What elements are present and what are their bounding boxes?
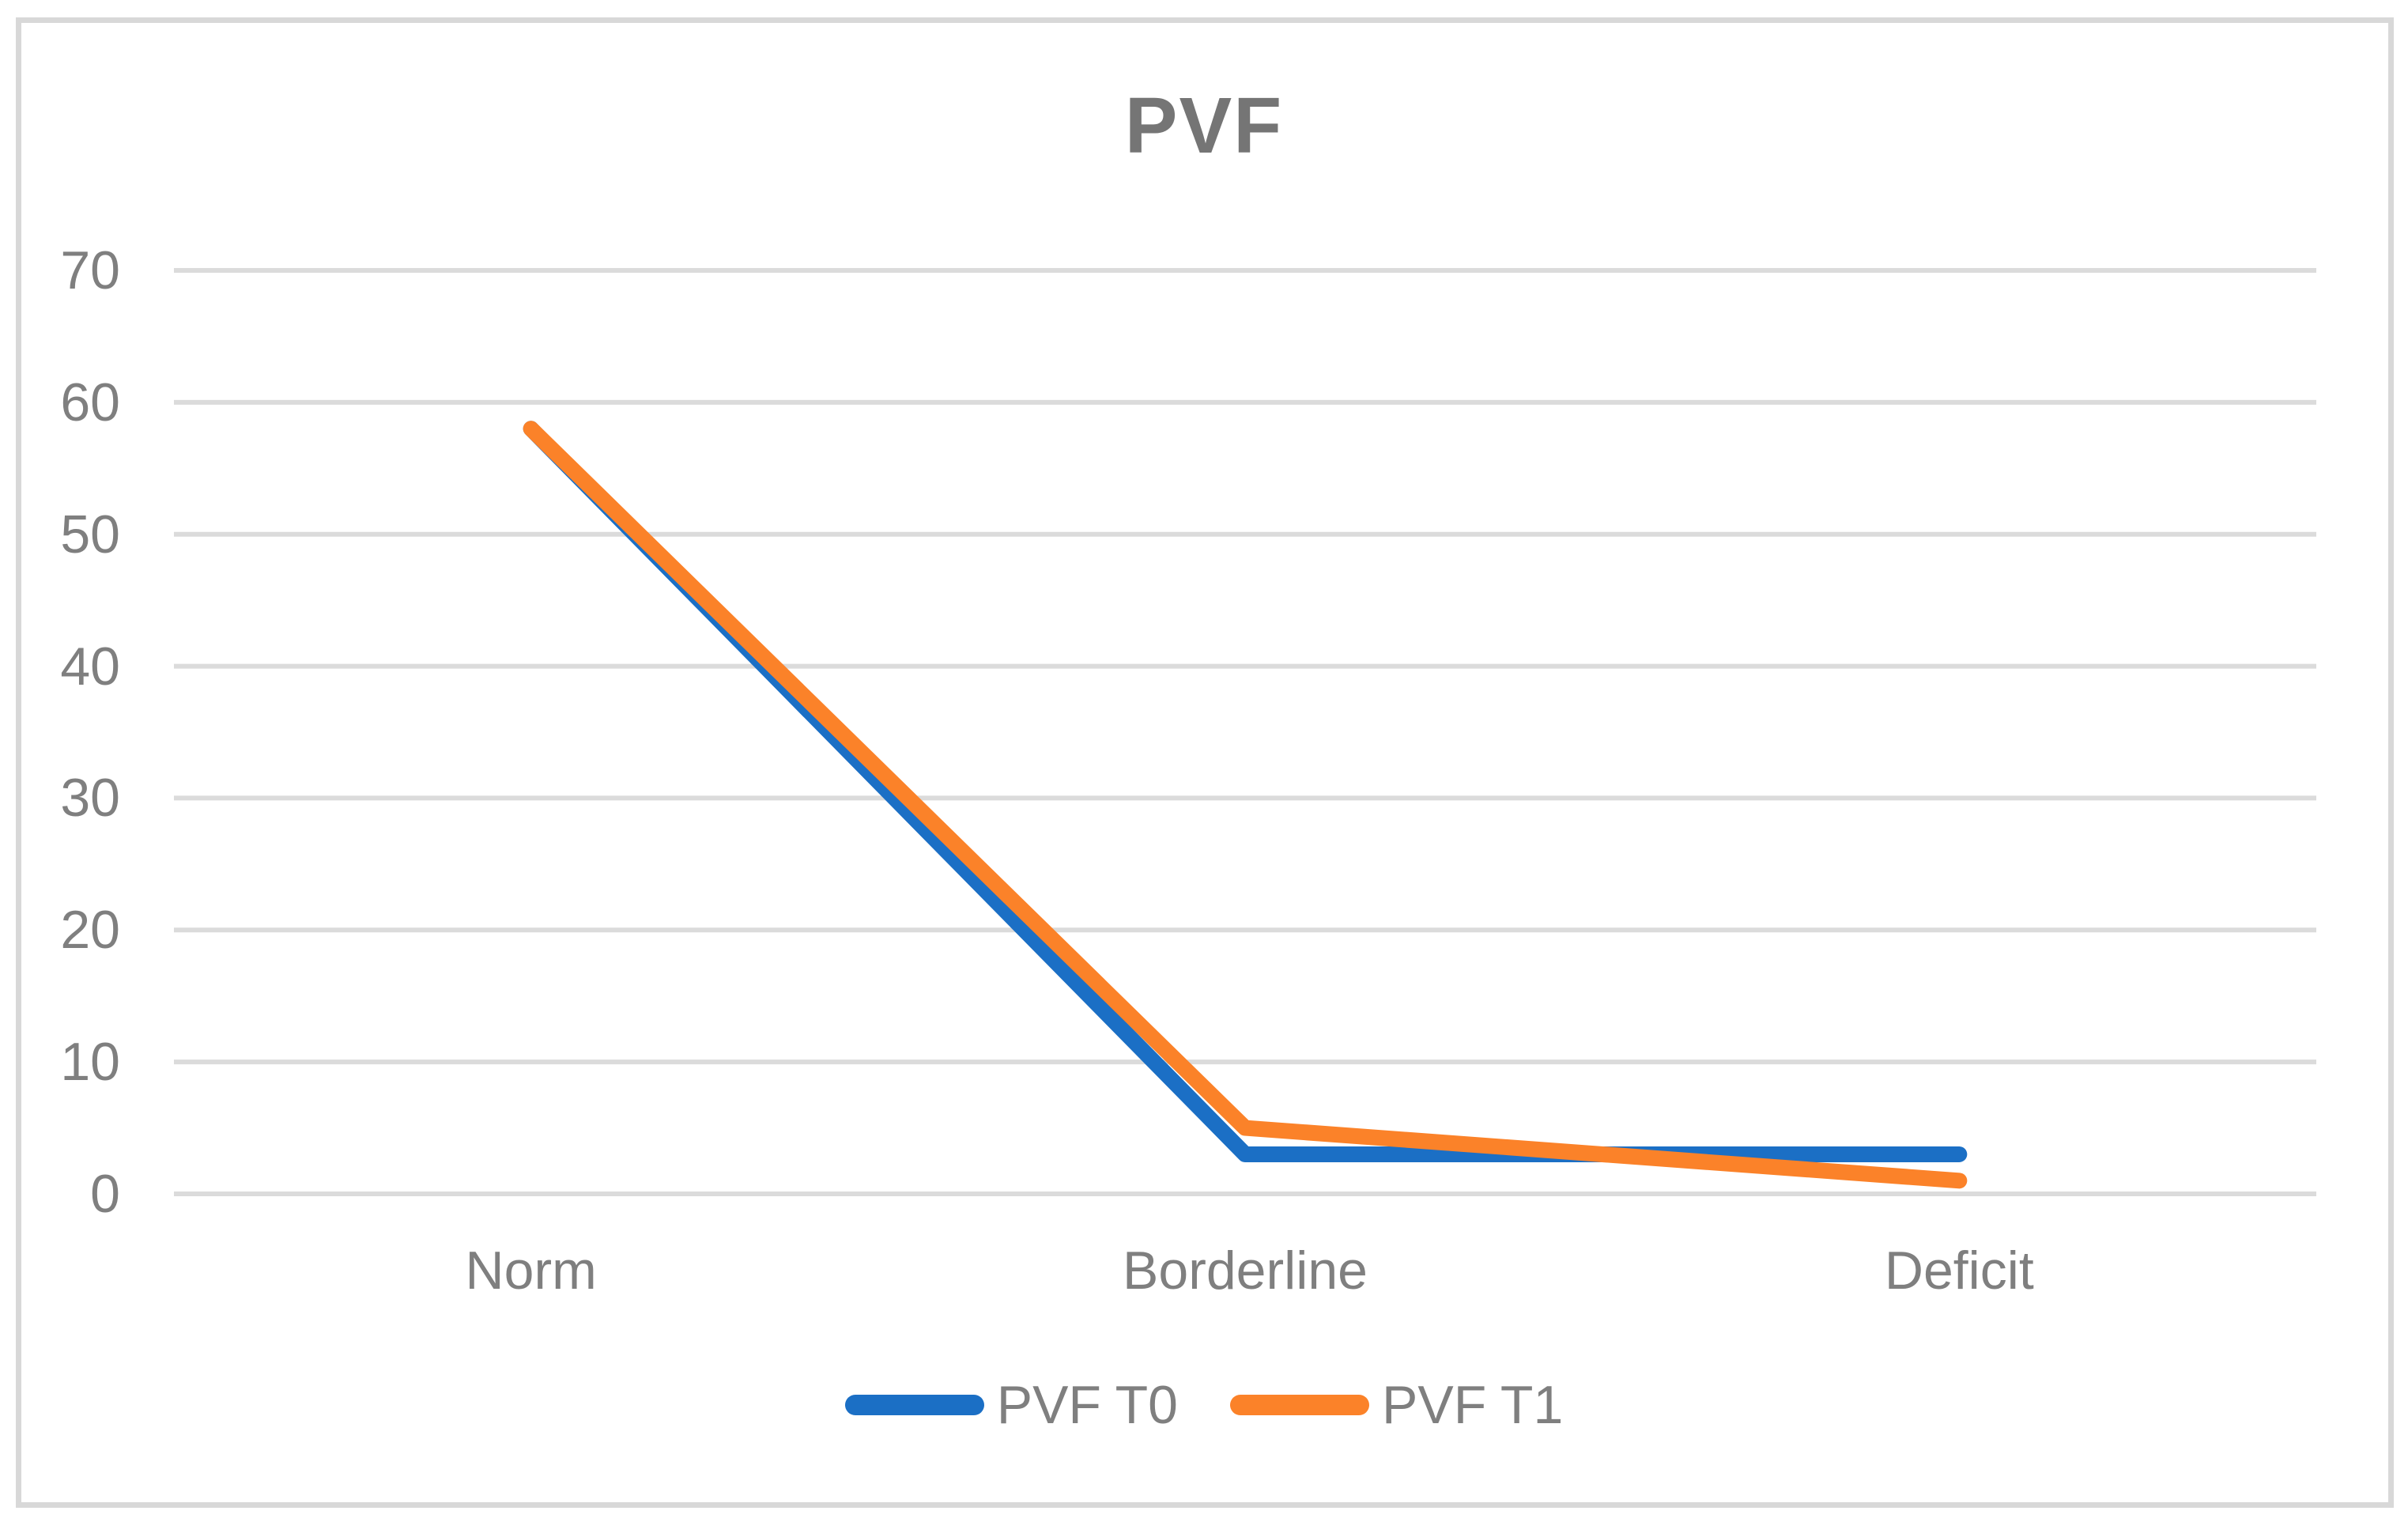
x-axis-category-label-deficit: Deficit: [1884, 1241, 2034, 1301]
legend-line-swatch-pvf-t1: [1230, 1395, 1369, 1415]
y-axis-tick-label-10: 10: [60, 1032, 120, 1093]
legend-label-pvf-t1: PVF T1: [1382, 1375, 1564, 1435]
legend-item-pvf-t1: PVF T1: [1230, 1374, 1563, 1436]
x-axis-category-label-norm: Norm: [465, 1241, 597, 1301]
y-axis-tick-label-60: 60: [60, 372, 120, 432]
series-line-pvf-t0: [523, 421, 1968, 1162]
legend: PVF T0 PVF T1: [0, 1373, 2408, 1437]
x-axis-category-label-borderline: Borderline: [1123, 1241, 1368, 1301]
legend-label-pvf-t0: PVF T0: [996, 1375, 1178, 1435]
legend-line-swatch-pvf-t0: [844, 1395, 984, 1415]
legend-item-pvf-t0: PVF T0: [844, 1374, 1178, 1436]
chart-border-frame: [16, 17, 2394, 1508]
y-axis-tick-label-50: 50: [60, 504, 120, 565]
chart-title: PVF: [1124, 81, 1284, 170]
y-axis-tick-label-30: 30: [60, 768, 120, 829]
y-axis-tick-label-70: 70: [60, 240, 120, 300]
series-line-pvf-t1: [523, 421, 1968, 1189]
y-axis-tick-label-20: 20: [60, 900, 120, 961]
y-axis-tick-label-0: 0: [90, 1164, 120, 1224]
y-axis-tick-label-40: 40: [60, 636, 120, 697]
